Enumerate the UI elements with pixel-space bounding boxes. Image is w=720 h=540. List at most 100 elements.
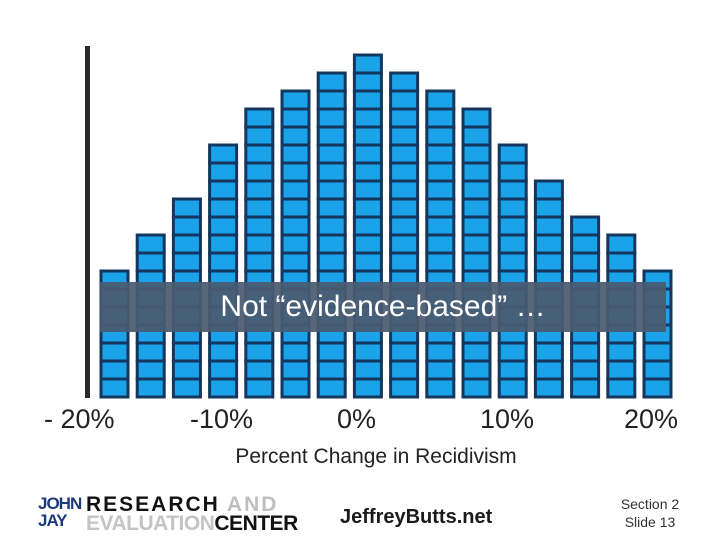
bar-10-block — [425, 89, 456, 111]
bar-4-block — [208, 251, 239, 273]
bar-6-block — [280, 377, 311, 399]
bar-12-block — [497, 143, 528, 165]
bar-10-block — [425, 359, 456, 381]
bar-10-block — [425, 179, 456, 201]
bar-14-block — [570, 359, 601, 381]
bar-10-block — [425, 377, 456, 399]
bar-8 — [352, 53, 383, 399]
bar-14-block — [570, 215, 601, 237]
bar-8-block — [352, 341, 383, 363]
bar-6-block — [280, 161, 311, 183]
bar-10-block — [425, 143, 456, 165]
bar-7-block — [316, 71, 347, 93]
bar-4-block — [208, 215, 239, 237]
bar-16-block — [642, 377, 673, 399]
bar-7-block — [316, 377, 347, 399]
x-tick-20: 20% — [624, 404, 679, 434]
y-axis-line — [85, 46, 90, 398]
bar-6-block — [280, 197, 311, 219]
bar-5-block — [244, 143, 275, 165]
not-evidence-based-banner: Not “evidence-based” … — [100, 282, 666, 332]
research-center-logo: JOHN JAY RESEARCH AND EVALUATIONCENTER — [38, 493, 298, 535]
x-tick-minus-10: -10% — [190, 404, 254, 434]
bar-6-block — [280, 107, 311, 129]
bar-7-block — [316, 89, 347, 111]
bar-8-block — [352, 125, 383, 147]
bar-8-block — [352, 251, 383, 273]
bar-11 — [461, 107, 492, 399]
bar-12-block — [497, 215, 528, 237]
bar-5-block — [244, 197, 275, 219]
bar-7-block — [316, 143, 347, 165]
bar-9 — [389, 71, 420, 399]
bar-8-block — [352, 107, 383, 129]
bar-10-block — [425, 233, 456, 255]
bar-2-block — [135, 359, 166, 381]
bar-4-block — [208, 341, 239, 363]
bar-7-block — [316, 233, 347, 255]
bar-11-block — [461, 179, 492, 201]
bar-6 — [280, 89, 311, 399]
bar-1-block — [99, 359, 130, 381]
bar-9-block — [389, 197, 420, 219]
x-tick-0: 0% — [337, 404, 377, 434]
bar-3-block — [171, 215, 202, 237]
bar-9-block — [389, 233, 420, 255]
bar-7-block — [316, 251, 347, 273]
bar-2-block — [135, 251, 166, 273]
bar-11-block — [461, 197, 492, 219]
bar-8-block — [352, 377, 383, 399]
bar-15-block — [606, 359, 637, 381]
bar-14-block — [570, 377, 601, 399]
bar-12-block — [497, 161, 528, 183]
bar-9-block — [389, 377, 420, 399]
bar-12-block — [497, 359, 528, 381]
bar-9-block — [389, 341, 420, 363]
bar-8-block — [352, 215, 383, 237]
bar-15-block — [606, 341, 637, 363]
bar-3-block — [171, 341, 202, 363]
bar-12-block — [497, 233, 528, 255]
bar-13-block — [533, 215, 564, 237]
x-tick-10: 10% — [480, 404, 535, 434]
john-jay-logo: JOHN JAY — [38, 494, 82, 530]
bar-7 — [316, 71, 347, 399]
bar-7-block — [316, 179, 347, 201]
bar-11-block — [461, 161, 492, 183]
bar-5-block — [244, 215, 275, 237]
bar-9-block — [389, 179, 420, 201]
bar-7-block — [316, 215, 347, 237]
bar-5-block — [244, 251, 275, 273]
bar-4-block — [208, 233, 239, 255]
bar-15-block — [606, 233, 637, 255]
bar-6-block — [280, 143, 311, 165]
bar-7-block — [316, 359, 347, 381]
bar-16-block — [642, 359, 673, 381]
bar-4-block — [208, 179, 239, 201]
bar-7-block — [316, 341, 347, 363]
bar-3-block — [171, 233, 202, 255]
bar-5 — [244, 107, 275, 399]
bar-8-block — [352, 197, 383, 219]
bar-9-block — [389, 359, 420, 381]
x-tick-minus-20: - 20% — [44, 404, 115, 434]
bar-3-block — [171, 377, 202, 399]
bar-11-block — [461, 233, 492, 255]
bar-16-block — [642, 341, 673, 363]
bar-10-block — [425, 215, 456, 237]
bar-6-block — [280, 215, 311, 237]
bar-1-block — [99, 377, 130, 399]
bar-13-block — [533, 341, 564, 363]
bar-11-block — [461, 107, 492, 129]
bar-3-block — [171, 197, 202, 219]
bar-14-block — [570, 341, 601, 363]
bar-5-block — [244, 233, 275, 255]
bar-8-block — [352, 71, 383, 93]
bar-8-block — [352, 233, 383, 255]
bar-11-block — [461, 377, 492, 399]
bar-13-block — [533, 233, 564, 255]
bar-3-block — [171, 251, 202, 273]
bar-12-block — [497, 341, 528, 363]
bar-6-block — [280, 233, 311, 255]
bar-8-block — [352, 179, 383, 201]
